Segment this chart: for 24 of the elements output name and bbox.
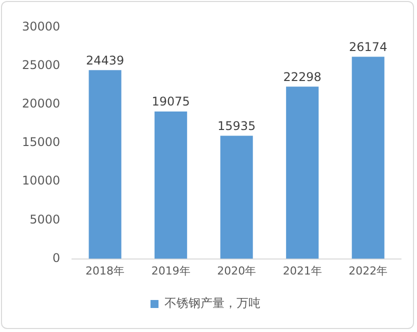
- bar: [352, 56, 384, 259]
- y-tick-label: 25000: [22, 58, 60, 72]
- y-tick-label: 30000: [22, 19, 60, 34]
- data-label: 24439: [86, 53, 124, 68]
- x-tick-label: 2021年: [282, 264, 322, 278]
- bar: [88, 70, 122, 259]
- x-tick-label: 2022年: [348, 264, 388, 278]
- y-tick-label: 5000: [30, 212, 60, 226]
- y-tick-label: 15000: [22, 135, 60, 150]
- bar: [286, 86, 319, 259]
- data-label: 26174: [349, 40, 388, 54]
- chart-frame: 不锈钢产量，万吨 2018年 2019年 2020年 2021年 2022年 0 5000 10000 15000 20000 25000 30000 24439 19075 15935 22298 26174: [1, 1, 414, 329]
- y-tick-label: 0: [52, 250, 60, 265]
- x-tick-label: 2019年: [151, 264, 190, 278]
- data-label: 22298: [283, 70, 322, 84]
- data-label: 15935: [217, 118, 256, 133]
- data-label: 19075: [152, 94, 190, 109]
- y-tick-label: 20000: [22, 96, 60, 111]
- y-tick-label: 10000: [22, 174, 60, 188]
- bar: [220, 136, 253, 259]
- x-tick-label: 2018年: [86, 264, 125, 278]
- legend-label: 不锈钢产量，万吨: [164, 296, 260, 310]
- bar: [154, 112, 188, 259]
- x-tick-label: 2020年: [217, 264, 256, 278]
